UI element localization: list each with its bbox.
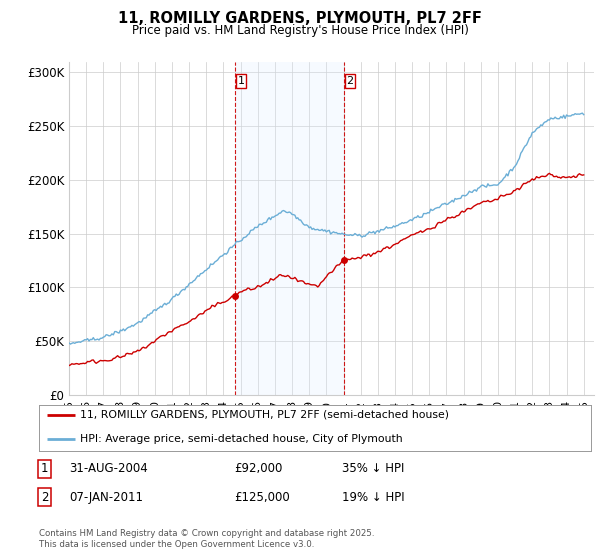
Text: 19% ↓ HPI: 19% ↓ HPI (342, 491, 404, 504)
Text: Price paid vs. HM Land Registry's House Price Index (HPI): Price paid vs. HM Land Registry's House … (131, 24, 469, 36)
Bar (235, 62, 344, 395)
Text: £92,000: £92,000 (234, 462, 283, 475)
Text: 2: 2 (41, 491, 49, 504)
Text: Contains HM Land Registry data © Crown copyright and database right 2025.
This d: Contains HM Land Registry data © Crown c… (39, 529, 374, 549)
Text: 1: 1 (41, 462, 49, 475)
Text: 1: 1 (238, 76, 244, 86)
Text: 11, ROMILLY GARDENS, PLYMOUTH, PL7 2FF: 11, ROMILLY GARDENS, PLYMOUTH, PL7 2FF (118, 11, 482, 26)
Text: 31-AUG-2004: 31-AUG-2004 (69, 462, 148, 475)
Text: HPI: Average price, semi-detached house, City of Plymouth: HPI: Average price, semi-detached house,… (80, 435, 403, 444)
Text: 35% ↓ HPI: 35% ↓ HPI (342, 462, 404, 475)
Text: 2: 2 (347, 76, 354, 86)
Text: 11, ROMILLY GARDENS, PLYMOUTH, PL7 2FF (semi-detached house): 11, ROMILLY GARDENS, PLYMOUTH, PL7 2FF (… (80, 410, 449, 420)
Text: £125,000: £125,000 (234, 491, 290, 504)
Text: 07-JAN-2011: 07-JAN-2011 (69, 491, 143, 504)
